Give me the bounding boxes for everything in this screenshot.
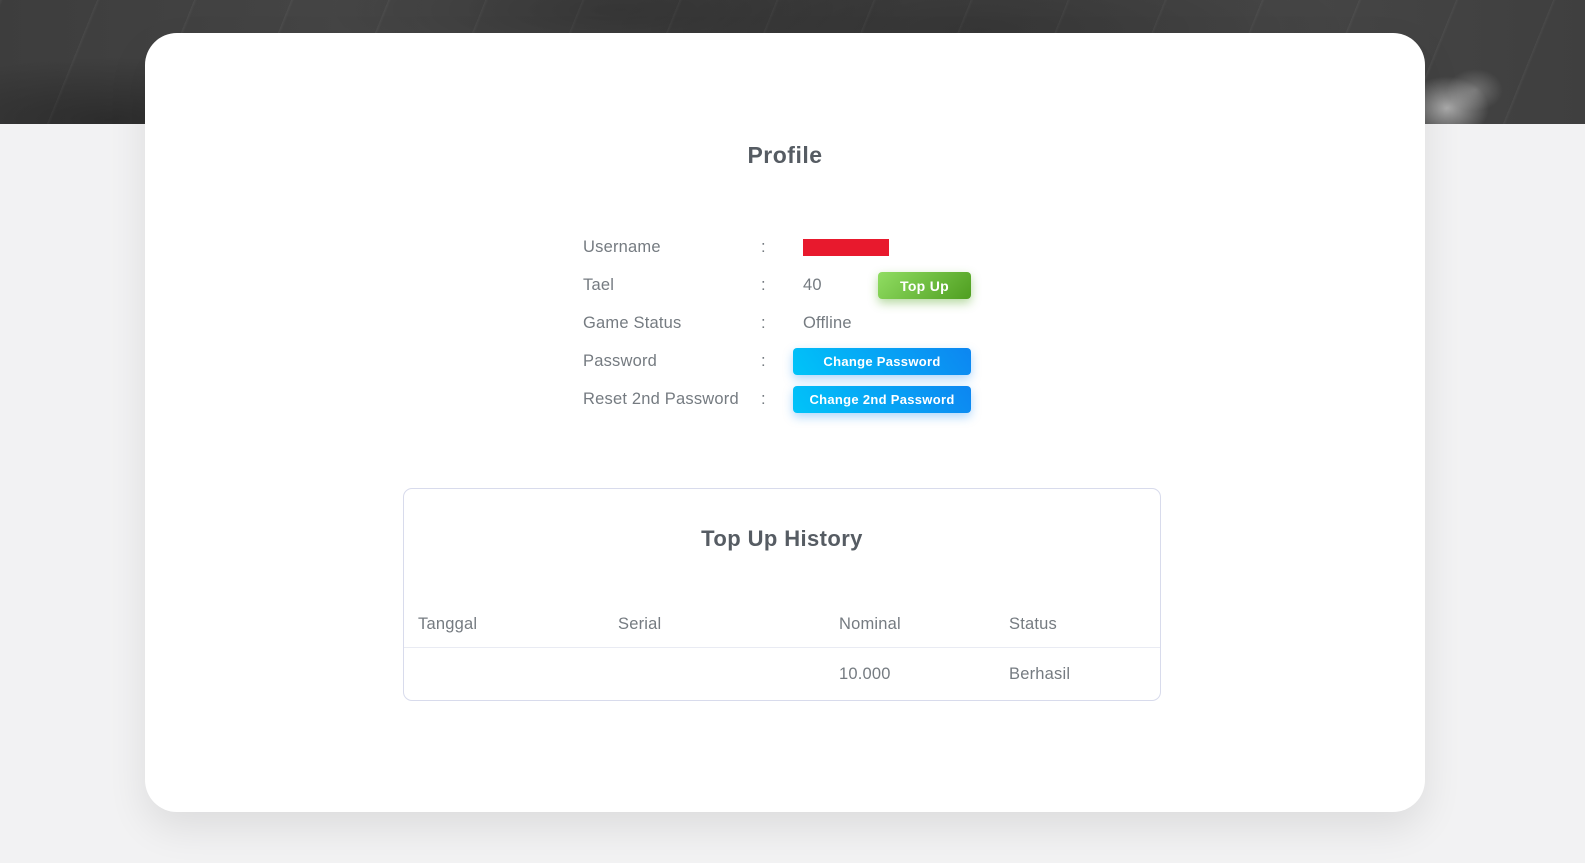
profile-details: Username : Tael : 40 Top Up Game Status …	[583, 234, 971, 413]
topup-history-title: Top Up History	[701, 526, 863, 551]
column-header-nominal: Nominal	[839, 615, 901, 633]
password-label: Password	[583, 352, 658, 370]
tael-label: Tael	[583, 276, 615, 294]
change-password-button[interactable]: Change Password	[793, 348, 971, 375]
username-value-redacted	[803, 239, 889, 256]
column-header-serial: Serial	[618, 615, 662, 633]
separator: :	[761, 276, 766, 294]
status-value: Berhasil	[1009, 664, 1071, 683]
separator: :	[761, 238, 766, 256]
change-2nd-password-button[interactable]: Change 2nd Password	[793, 386, 971, 413]
game-status-value: Offline	[803, 314, 852, 332]
column-header-status: Status	[1009, 615, 1057, 633]
game-status-label: Game Status	[583, 314, 682, 332]
reset-2nd-password-row: Reset 2nd Password : Change 2nd Password	[583, 386, 971, 413]
username-row: Username :	[583, 234, 971, 261]
separator: :	[761, 352, 766, 370]
game-status-row: Game Status : Offline	[583, 310, 971, 337]
topup-history-panel: Top Up History Tanggal Serial Nominal St…	[403, 488, 1161, 701]
username-label: Username	[583, 238, 661, 256]
separator: :	[761, 390, 766, 408]
reset-2nd-password-label: Reset 2nd Password	[583, 390, 739, 408]
nominal-value: 10.000	[839, 664, 891, 683]
tael-value: 40	[803, 276, 822, 294]
column-header-tanggal: Tanggal	[418, 615, 478, 633]
tael-row: Tael : 40 Top Up	[583, 272, 971, 299]
topup-history-row: 10.000 Berhasil	[404, 648, 1160, 700]
top-up-button[interactable]: Top Up	[878, 272, 971, 299]
password-row: Password : Change Password	[583, 348, 971, 375]
topup-history-header-row: Tanggal Serial Nominal Status	[404, 615, 1160, 648]
separator: :	[761, 314, 766, 332]
profile-card: Profile Username : Tael : 40 Top Up Game…	[145, 33, 1425, 812]
page-title: Profile	[747, 142, 823, 168]
